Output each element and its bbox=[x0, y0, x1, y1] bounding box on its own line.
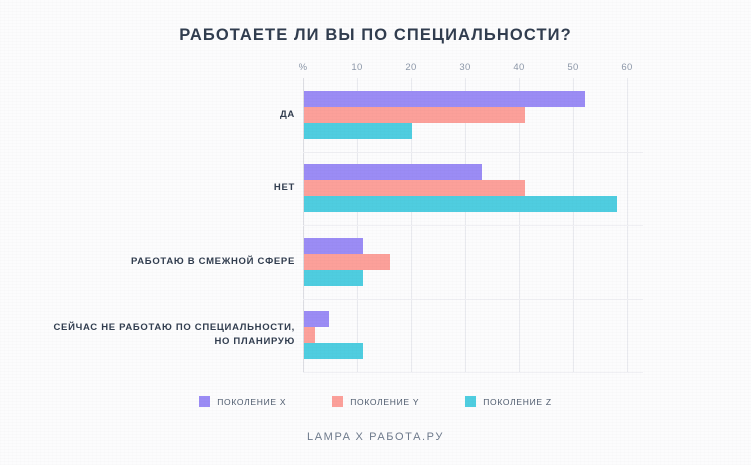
page-title: РАБОТАЕТЕ ЛИ ВЫ ПО СПЕЦИАЛЬНОСТИ? bbox=[179, 26, 572, 44]
bar bbox=[304, 122, 412, 139]
category-labels: ДА НЕТ РАБОТАЮ В СМЕЖНОЙ СФЕРЕ СЕЙЧАС НЕ РА… bbox=[0, 78, 295, 372]
bar bbox=[304, 237, 364, 254]
x-axis-tick-50: 50 bbox=[567, 62, 579, 73]
x-axis-tick-60: 60 bbox=[621, 62, 633, 73]
legend-swatch-icon bbox=[332, 396, 344, 407]
x-axis-tick-30: 30 bbox=[459, 62, 471, 73]
category-label: РАБОТАЮ В СМЕЖНОЙ СФЕРЕ bbox=[131, 255, 295, 267]
footer-credit: LAMPA X РАБОТА.РУ bbox=[307, 431, 444, 443]
group-separator bbox=[303, 298, 643, 300]
category-label: СЕЙЧАС НЕ РАБОТАЮ ПО СПЕЦИАЛЬНОСТИ, НО ПЛ… bbox=[53, 322, 295, 348]
x-axis-tick-20: 20 bbox=[405, 62, 417, 73]
group-separator bbox=[303, 372, 643, 373]
x-axis-tick-labels: % 10 20 30 40 50 60 bbox=[299, 62, 643, 76]
bar bbox=[304, 90, 585, 107]
group-separator bbox=[303, 151, 643, 153]
bar bbox=[304, 311, 329, 328]
bar bbox=[304, 164, 483, 181]
bar bbox=[304, 327, 315, 344]
x-axis-tick-percent: % bbox=[298, 62, 308, 73]
legend-item[interactable]: ПОКОЛЕНИЕ Z bbox=[465, 396, 552, 407]
bar bbox=[304, 180, 526, 197]
legend-swatch-icon bbox=[199, 396, 211, 407]
category-label: НЕТ bbox=[273, 182, 295, 194]
bar bbox=[304, 343, 364, 360]
bar bbox=[304, 253, 391, 270]
legend-item[interactable]: ПОКОЛЕНИЕ Y bbox=[332, 396, 419, 407]
bar bbox=[304, 106, 526, 123]
category-label: ДА bbox=[279, 108, 295, 120]
bar bbox=[304, 269, 364, 286]
legend-swatch-icon bbox=[465, 396, 477, 407]
legend-label: ПОКОЛЕНИЕ Z bbox=[483, 396, 552, 407]
legend-item[interactable]: ПОКОЛЕНИЕ X bbox=[199, 396, 286, 407]
bar bbox=[304, 196, 618, 213]
x-axis-tick-40: 40 bbox=[513, 62, 525, 73]
chart-legend: ПОКОЛЕНИЕ X ПОКОЛЕНИЕ Y ПОКОЛЕНИЕ Z bbox=[0, 396, 751, 407]
group-separator bbox=[303, 225, 643, 226]
legend-label: ПОКОЛЕНИЕ Y bbox=[350, 396, 420, 407]
plot-area bbox=[303, 78, 643, 373]
x-axis-tick-10: 10 bbox=[351, 62, 363, 73]
legend-label: ПОКОЛЕНИЕ X bbox=[217, 396, 287, 407]
